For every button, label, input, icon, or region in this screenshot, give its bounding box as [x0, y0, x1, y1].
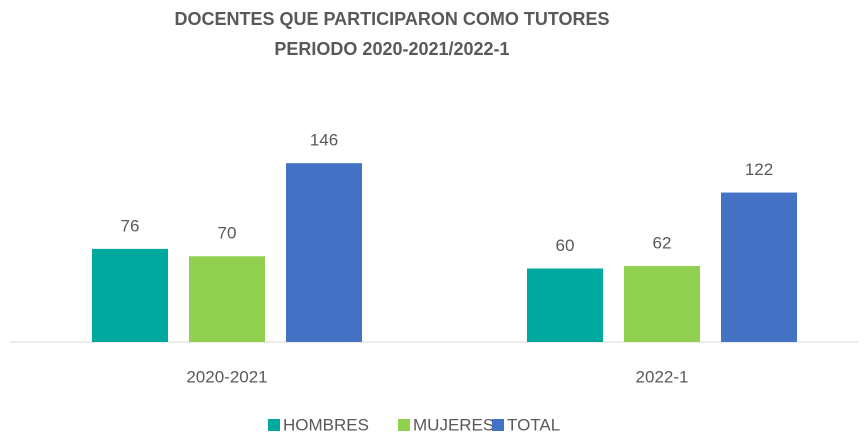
data-label: 70 — [218, 224, 237, 243]
data-label: 62 — [653, 234, 672, 253]
chart-title: DOCENTES QUE PARTICIPARON COMO TUTORES — [174, 9, 609, 29]
data-label: 122 — [745, 160, 773, 179]
bar — [624, 266, 700, 342]
legend-swatch — [268, 419, 280, 431]
legend-label: MUJERES — [413, 415, 494, 434]
data-label: 76 — [121, 216, 140, 235]
bar — [527, 268, 603, 342]
x-tick-label: 2022-1 — [636, 367, 689, 386]
bar — [92, 248, 168, 342]
bar — [189, 256, 265, 342]
bar — [721, 192, 797, 342]
data-label: 60 — [556, 236, 575, 255]
legend-swatch — [398, 419, 410, 431]
bar — [286, 163, 362, 342]
legend-swatch — [492, 419, 504, 431]
chart-subtitle: PERIODO 2020-2021/2022-1 — [274, 39, 509, 59]
x-tick-label: 2020-2021 — [186, 367, 267, 386]
legend-label: HOMBRES — [283, 415, 369, 434]
data-label: 146 — [310, 131, 338, 150]
legend-label: TOTAL — [507, 415, 560, 434]
